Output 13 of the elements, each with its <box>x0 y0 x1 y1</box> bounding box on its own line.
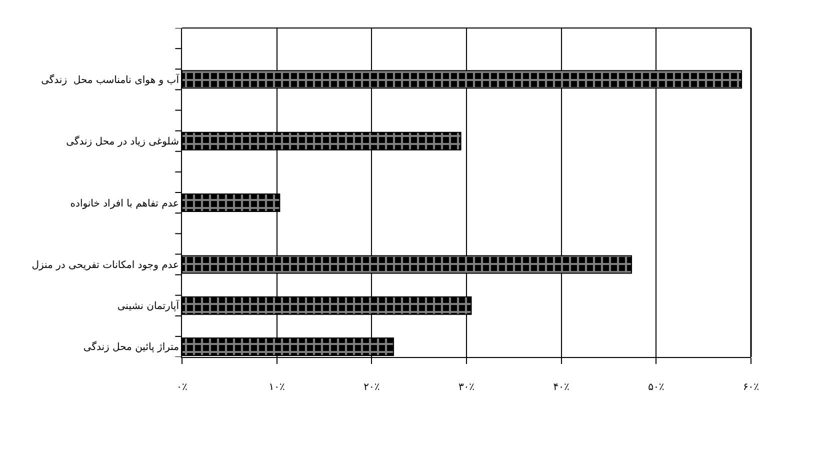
x-tick-label: ۵۰٪ <box>648 382 664 393</box>
x-tick-label: ۲۰٪ <box>364 382 380 393</box>
y-tick-label: متراژ پائین محل زندگی <box>83 341 179 354</box>
x-tick-label: ۴۰٪ <box>553 382 570 393</box>
x-tick-label: ۳۰٪ <box>458 382 475 393</box>
y-tick-label: عدم تفاهم با افراد خانواده <box>70 198 179 210</box>
x-tick-label: ۰٪ <box>176 382 188 393</box>
x-tick-label: ۶۰٪ <box>742 382 760 393</box>
x-tick-label: ۱۰٪ <box>268 382 285 393</box>
y-tick-label: شلوغی زیاد در محل زندگی <box>66 136 179 148</box>
y-tick-label: آپارتمان نشینی <box>117 299 180 312</box>
y-tick-label: عدم وجود امکانات تفریحی در منزل <box>32 260 179 271</box>
y-tick-label: آب و هوای نامناسب محل زندگی <box>41 72 180 86</box>
